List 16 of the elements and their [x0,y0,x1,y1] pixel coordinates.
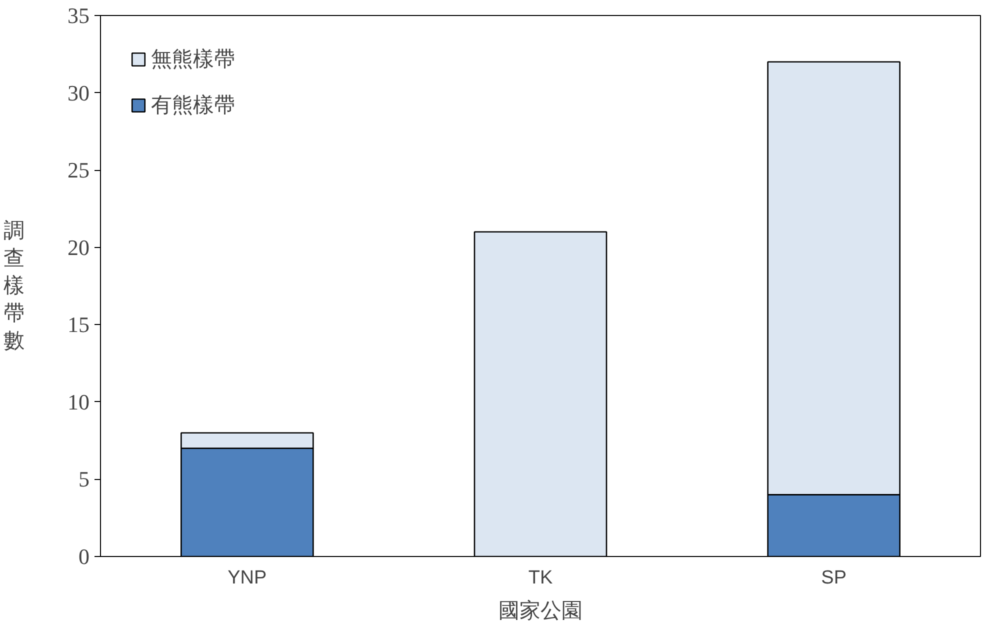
legend-label: 無熊樣帶 [151,47,235,73]
y-tick-label: 35 [68,3,90,28]
legend-label: 有熊樣帶 [151,93,235,119]
x-tick-label: TK [528,568,553,588]
y-tick-label: 15 [68,312,90,338]
y-tick-label: 30 [68,80,90,106]
y-tick-label: 5 [78,466,90,492]
x-axis-title: 國家公園 [498,600,582,622]
y-tick-label: 25 [68,158,90,183]
bar [474,231,608,556]
y-tick-label: 10 [68,389,90,414]
y-tick-label: 0 [78,544,90,569]
y-tick-label: 20 [68,234,90,260]
x-tick-label: YNP [228,568,267,588]
y-axis-title: 調查樣帶數 [4,219,24,353]
x-tick-label: SP [821,568,847,588]
